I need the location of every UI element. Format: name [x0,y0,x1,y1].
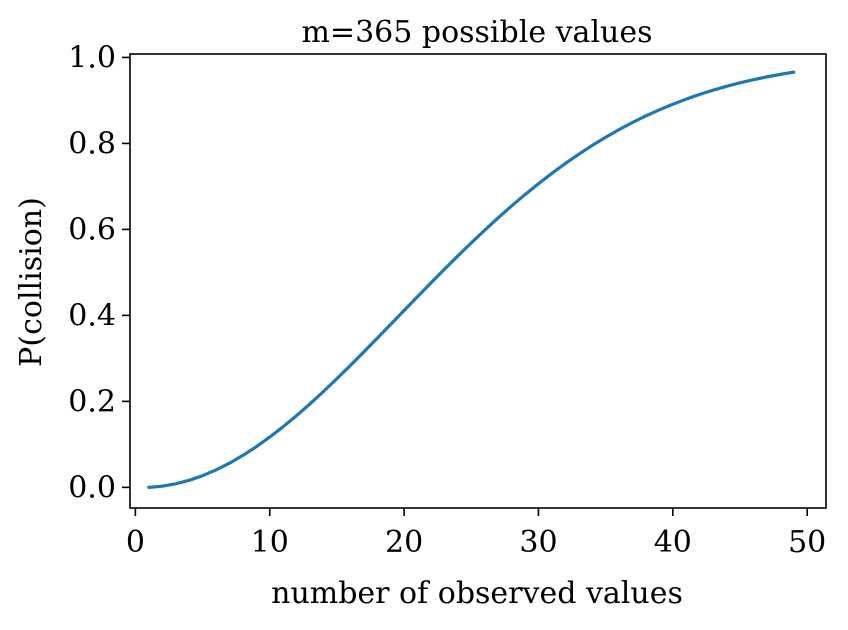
x-tick-label: 10 [251,525,289,560]
plot-area: 0 10 20 30 40 50 0.0 0.2 0.4 0.6 0.8 1.0 [68,40,827,560]
y-tick-label: 1.0 [68,40,116,75]
y-tick-label: 0.2 [68,384,116,419]
chart-title: m=365 possible values [301,15,652,50]
y-tick-label: 0.8 [68,126,116,161]
series-line-0 [147,70,796,489]
x-axis-label: number of observed values [271,576,683,611]
y-tick-label: 0.6 [68,212,116,247]
x-tick-label: 40 [654,525,692,560]
x-tick-label: 0 [126,525,145,560]
x-tick-label: 30 [519,525,557,560]
x-tick-label: 20 [385,525,423,560]
y-tick-label: 0.4 [68,298,116,333]
y-tick-label: 0.0 [68,470,116,505]
plot-frame [129,53,827,509]
x-tick-label: 50 [788,525,826,560]
y-axis-label: P(collision) [14,197,49,367]
